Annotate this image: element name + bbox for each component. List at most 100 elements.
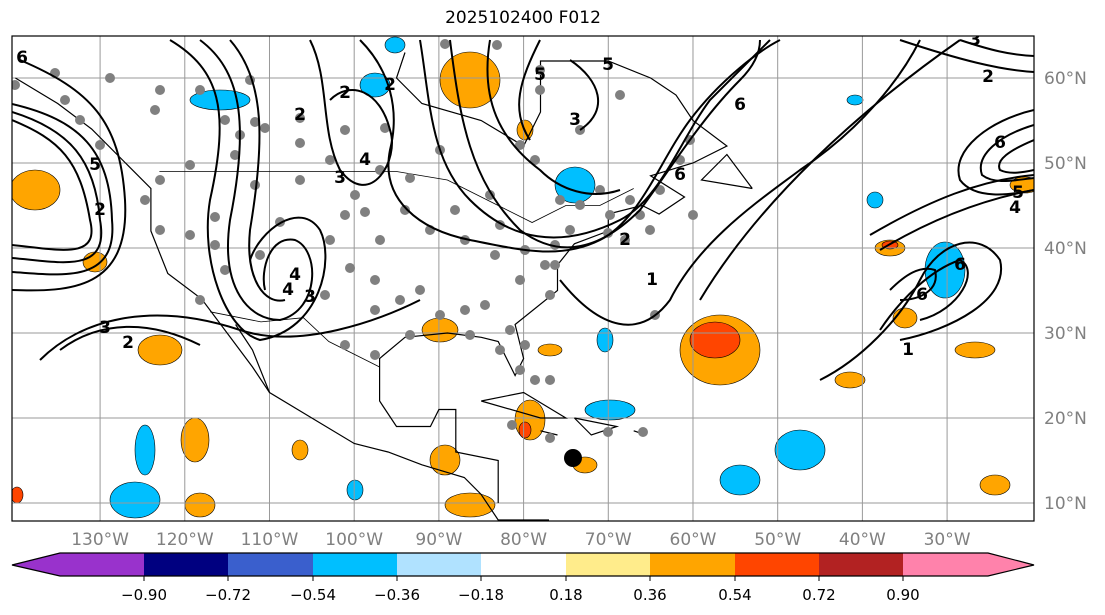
negative-anomaly-region <box>134 424 156 476</box>
contour-line <box>518 39 541 141</box>
shaded-anomaly-layer <box>12 36 1034 519</box>
observation-dot <box>400 205 410 215</box>
latitude-label: 40°N <box>1044 239 1087 259</box>
observation-dot <box>460 305 470 315</box>
contour-line <box>889 267 937 301</box>
contour-label: 6 <box>16 48 28 68</box>
observation-dot <box>435 310 445 320</box>
contour-label: 2 <box>339 83 351 103</box>
observation-dot <box>595 185 605 195</box>
longitude-label: 60°W <box>670 530 717 550</box>
observation-dot <box>140 195 150 205</box>
contour-label: 3 <box>969 30 981 50</box>
contour-line <box>449 39 761 249</box>
observation-dot <box>380 123 390 133</box>
longitude-label: 90°W <box>415 530 462 550</box>
contour-line <box>59 325 201 351</box>
observation-dot <box>505 325 515 335</box>
contour-label: 6 <box>674 165 686 185</box>
observation-dot <box>370 305 380 315</box>
colorbar-segment <box>397 553 481 576</box>
observation-dot <box>440 39 450 49</box>
colorbar-segment <box>228 553 313 576</box>
longitude-label: 130°W <box>71 530 129 550</box>
coastline <box>700 153 753 190</box>
longitude-label: 70°W <box>585 530 632 550</box>
negative-anomaly-region <box>584 399 636 421</box>
contour-label: 3 <box>99 318 111 338</box>
contour-line <box>229 39 286 302</box>
observation-dot <box>540 260 550 270</box>
contour-line <box>979 124 1034 182</box>
colorbar-tick-label: −0.36 <box>374 586 420 604</box>
positive-anomaly-region <box>12 169 61 211</box>
observation-dot <box>230 150 240 160</box>
observation-dot <box>480 300 490 310</box>
contour-line <box>359 39 781 253</box>
positive-anomaly-region <box>892 307 918 329</box>
contour-line <box>699 39 961 301</box>
colorbar-tick-label: 0.72 <box>802 586 835 604</box>
observation-dot <box>185 160 195 170</box>
observation-dot <box>655 185 665 195</box>
observation-dot <box>405 173 415 183</box>
positive-anomaly-region <box>979 474 1011 496</box>
colorbar-segment <box>650 553 735 576</box>
negative-anomaly-region <box>346 479 364 501</box>
country-border <box>210 311 380 368</box>
contour-label: 5 <box>534 65 546 85</box>
colorbar-tick-label: −0.72 <box>205 586 251 604</box>
observation-dot <box>150 105 160 115</box>
positive-anomaly-region <box>537 343 563 357</box>
observation-dot <box>345 263 355 273</box>
contour-label: 1 <box>902 340 914 360</box>
observation-dot <box>405 330 415 340</box>
negative-anomaly-region <box>719 464 761 496</box>
observation-dot <box>530 375 540 385</box>
observation-dot <box>395 295 405 305</box>
contour-label: 2 <box>122 333 134 353</box>
colorbar-segment <box>144 553 228 576</box>
contour-line <box>12 59 127 292</box>
observation-dot <box>545 290 555 300</box>
observation-dot <box>515 275 525 285</box>
observation-dot <box>535 85 545 95</box>
contour-line <box>12 111 103 264</box>
contour-line <box>569 59 599 131</box>
colorbar-segment <box>481 553 566 576</box>
contour-label: 4 <box>1009 198 1021 218</box>
contour-line <box>169 39 327 342</box>
contour-label: 4 <box>282 280 294 300</box>
observation-dot <box>605 210 615 220</box>
contour-label: 3 <box>334 168 346 188</box>
colorbar-segment <box>903 553 1034 576</box>
coastline <box>481 391 569 419</box>
observation-dot <box>195 295 205 305</box>
colorbar-tick-label: −0.18 <box>458 586 504 604</box>
latitude-label: 20°N <box>1044 409 1087 429</box>
colorbar-segment <box>566 553 650 576</box>
contour-label: 6 <box>994 133 1006 153</box>
observation-dot <box>507 420 517 430</box>
positive-anomaly-region <box>421 317 459 343</box>
map-frame <box>11 35 1035 522</box>
colorbar-segment <box>819 553 903 576</box>
contour-label: 3 <box>304 287 316 307</box>
colorbar-tick-label: 0.36 <box>633 586 666 604</box>
contour-line <box>419 39 771 239</box>
observation-dot <box>545 433 555 443</box>
observation-dot <box>195 85 205 95</box>
observation-dot <box>295 138 305 148</box>
observation-dot <box>530 155 540 165</box>
colorbar-tick-label: 0.54 <box>718 586 751 604</box>
observation-dot <box>185 230 195 240</box>
storm-center-marker <box>564 449 582 467</box>
observation-dot <box>645 225 655 235</box>
observation-dot <box>370 275 380 285</box>
latitude-label: 50°N <box>1044 154 1087 174</box>
observation-dot <box>550 260 560 270</box>
observation-dot <box>575 200 585 210</box>
colorbar-tick-label: −0.90 <box>121 586 167 604</box>
longitude-labels: 130°W 120°W 110°W 100°W 90°W 80°W 70°W 60°W 50°W… <box>71 530 971 550</box>
